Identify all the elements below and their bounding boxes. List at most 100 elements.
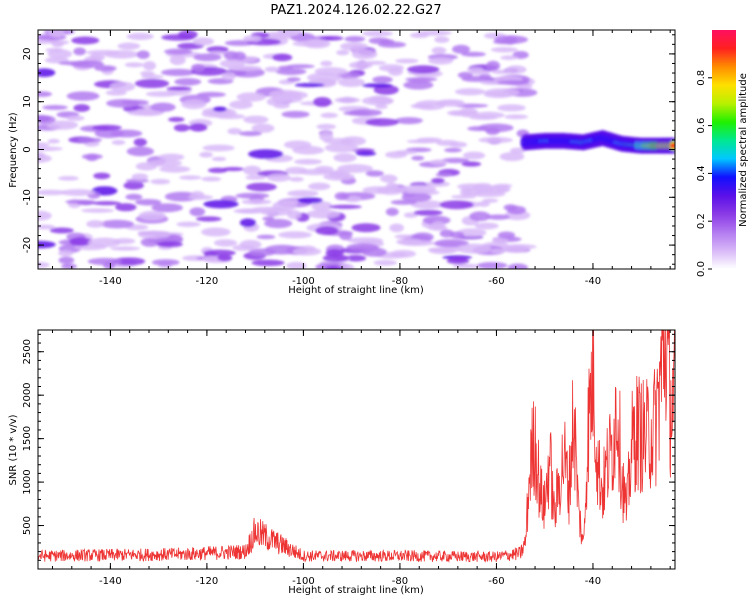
spectrogram-cell [219,59,245,68]
spectrogram-cell [38,210,52,221]
spectrogram-cell [372,76,393,84]
spectrogram-cell [66,91,100,101]
spectrogram-cell [456,243,492,254]
spectrogram-cell [345,254,367,262]
spectrogram-cell [492,39,518,45]
spectrogram-cell [48,40,70,45]
spectrogram-cell [81,208,115,213]
spectrogram-cell [126,32,154,41]
spectrogram-cell [485,127,500,136]
spectrogram-cell [486,214,510,220]
spectrogram-cell [111,140,126,145]
snr-frame [37,329,676,570]
spectrogram-cell [478,136,514,144]
spectrogram-y-label: Frequency (Hz) [8,112,19,188]
spectrogram-cell [281,110,310,118]
spectrogram-cell [451,194,477,199]
spectrogram-cell [127,109,164,116]
spectrogram-cell [379,174,398,183]
colorbar: 0.0 0.2 0.4 0.6 0.8 Normalized spectral ampl… [696,30,749,277]
spectrogram-cell [109,81,136,92]
spectrogram-cell [348,61,373,69]
spectrogram-cell [425,181,451,187]
spectrogram-cell [123,181,144,190]
spectrogram-cell [243,115,269,124]
spectrogram-cell [311,201,333,211]
spectrogram-cell [497,104,526,112]
spectrogram-cell [452,44,471,54]
spectrogram-cell [395,58,419,64]
spectrogram-cell [344,36,366,42]
spectrogram-cell [434,36,450,43]
spectrogram-cell [38,115,56,124]
spectrogram-cell [195,216,222,222]
spectrogram-cell [150,102,176,112]
snr-x-tick-label: -120 [196,576,219,587]
spectrogram-cell [484,88,520,97]
spectrogram-cell [264,244,300,255]
spectrogram-cell [471,184,496,193]
spectrogram-cell [454,88,486,96]
spectrogram-cell [38,146,63,151]
spectrogram-cell [140,71,155,77]
spectrogram-cell [164,48,193,55]
spectrogram-cell [73,104,90,112]
spectrogram-cell [46,120,79,130]
spectrogram-cell [297,197,323,204]
spectrogram-cell [306,72,342,83]
spectrogram-cell [497,80,530,86]
spectrogram-cell [373,260,398,266]
spectrogram-cell [196,91,226,98]
spectrogram-cell [474,222,499,230]
spectrogram-cell [403,80,434,90]
spectrogram-cell [238,208,259,214]
spectrogram-cell [189,207,206,217]
spectrogram-cell [504,114,529,120]
spectrogram-cell [441,157,470,164]
spectrogram-cell [264,218,293,229]
spectrogram-cell [136,50,150,60]
snr-background [38,330,675,569]
spectrogram-cell [410,103,435,109]
spectrogram-x-tick-label: -60 [488,276,504,287]
spectrogram-cell [49,227,74,234]
spectrogram-cell [251,123,275,133]
spectrogram-cell [294,158,323,165]
spectrogram-cell [38,189,67,196]
spectrogram-cell [86,220,105,228]
spectrogram-cell [431,46,447,55]
spectrogram-cell [223,51,239,60]
spectrogram-cell [385,207,399,217]
spectrogram-cell [400,184,437,194]
spectrogram-cell [86,49,120,55]
spectrogram-cell [286,261,307,269]
spectrogram-cell [245,175,266,180]
spectrogram-cell [38,142,50,147]
snr-series-line [38,330,675,563]
spectrogram-x-tick-label: -120 [196,276,219,287]
spectrogram-cell [280,199,301,204]
spectrogram-cell [294,82,325,88]
spectrogram-cell [490,47,518,53]
spectrogram-cell [115,203,137,212]
snr-x-label: Height of straight line (km) [288,585,424,596]
spectrogram-cell [430,159,449,165]
spectrogram-cell [239,131,262,137]
spectrogram-cell [278,231,312,239]
spectrogram-cell [264,66,280,73]
spectrogram-cell [375,104,388,110]
spectrogram-cell [334,97,361,103]
spectrogram-cell [248,149,284,159]
spectrogram-cell [93,172,111,180]
spectrogram-cell [202,144,235,152]
spectrogram-cell [362,30,393,37]
spectrogram-cell [246,182,277,192]
spectrogram-cell [499,152,525,162]
spectrogram-cell [251,259,285,267]
spectrogram-cell [306,209,341,219]
spectrogram-cell [181,99,207,110]
spectrogram-cell [431,177,445,184]
spectrogram-cell [217,254,233,262]
spectrogram-cell [416,137,442,143]
spectrogram-cell [289,176,304,182]
